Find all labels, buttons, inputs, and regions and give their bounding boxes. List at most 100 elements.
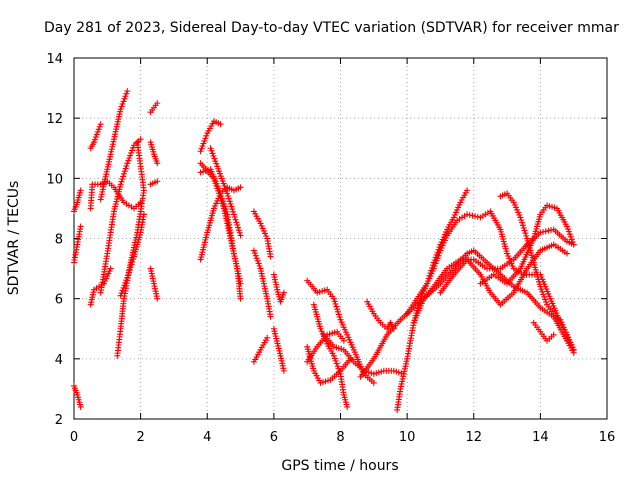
data-point xyxy=(97,121,104,128)
data-point xyxy=(198,145,205,152)
data-point xyxy=(125,271,132,278)
data-point xyxy=(548,227,555,234)
y-tick-label: 12 xyxy=(46,112,63,127)
data-point xyxy=(570,241,577,248)
data-point xyxy=(335,308,342,315)
data-point xyxy=(230,208,237,215)
data-point xyxy=(539,288,546,295)
data-point xyxy=(236,229,243,236)
x-tick-label: 16 xyxy=(599,430,616,445)
data-point xyxy=(340,337,347,344)
data-point xyxy=(335,311,342,318)
data-point xyxy=(335,365,342,372)
data-point xyxy=(140,211,147,218)
data-point xyxy=(564,223,571,230)
data-point xyxy=(121,95,128,102)
data-point xyxy=(235,224,242,231)
y-tick-label: 10 xyxy=(46,172,63,187)
data-point xyxy=(77,223,84,230)
y-tick-label: 14 xyxy=(46,52,63,67)
data-point xyxy=(255,260,262,267)
series-arc23 xyxy=(270,325,287,374)
data-point xyxy=(543,299,550,306)
series-arc13 xyxy=(147,178,161,188)
data-point xyxy=(334,363,341,370)
data-point xyxy=(280,289,287,296)
data-point xyxy=(200,140,207,147)
data-point xyxy=(280,367,287,374)
data-point xyxy=(117,181,124,188)
series-arc02 xyxy=(71,223,84,266)
data-point xyxy=(154,100,161,107)
data-point xyxy=(542,228,549,235)
data-point xyxy=(107,265,114,272)
series-arc06 xyxy=(87,121,104,152)
data-point xyxy=(225,195,232,202)
data-point xyxy=(253,255,260,262)
data-point xyxy=(127,152,134,159)
x-tick-label: 4 xyxy=(203,430,211,445)
data-point xyxy=(120,170,127,177)
data-point xyxy=(540,228,547,235)
data-point xyxy=(130,256,137,263)
data-point xyxy=(201,137,208,144)
data-point xyxy=(331,355,338,362)
series-arc18 xyxy=(197,160,244,302)
data-point xyxy=(93,131,100,138)
chart-title: Day 281 of 2023, Sidereal Day-to-day VTE… xyxy=(44,20,619,36)
data-point xyxy=(237,232,244,239)
series-arc31 xyxy=(357,247,577,380)
data-point xyxy=(224,190,231,197)
data-point xyxy=(550,331,557,338)
data-point xyxy=(569,238,576,245)
series-arc12 xyxy=(147,139,161,167)
data-point xyxy=(230,211,237,218)
data-point xyxy=(226,198,233,205)
data-point xyxy=(521,227,528,234)
data-point xyxy=(332,300,339,307)
series-arc15 xyxy=(197,184,244,263)
data-point xyxy=(212,158,219,165)
data-point xyxy=(120,173,127,180)
data-point xyxy=(370,379,377,386)
x-tick-label: 14 xyxy=(532,430,549,445)
data-point xyxy=(518,217,525,224)
data-point xyxy=(125,269,132,276)
data-point xyxy=(229,206,236,213)
x-tick-label: 0 xyxy=(70,430,78,445)
data-point xyxy=(433,257,440,264)
data-point xyxy=(94,128,101,135)
data-point xyxy=(203,132,210,139)
data-point xyxy=(538,286,545,293)
data-point xyxy=(519,219,526,226)
data-point xyxy=(225,193,232,200)
data-point xyxy=(233,219,240,226)
data-point xyxy=(134,139,141,146)
data-point xyxy=(126,155,133,162)
data-point xyxy=(197,148,204,155)
data-point xyxy=(565,228,572,235)
data-point xyxy=(267,253,274,260)
data-point xyxy=(330,352,337,359)
data-point xyxy=(237,184,244,191)
data-point xyxy=(119,287,126,294)
series-arc38 xyxy=(530,319,557,344)
data-point xyxy=(199,143,206,150)
series-arc01 xyxy=(71,382,84,410)
data-point xyxy=(252,252,259,259)
data-point xyxy=(436,250,443,257)
data-point xyxy=(250,247,257,254)
data-point xyxy=(124,88,131,95)
data-point xyxy=(251,250,258,257)
series-arc07 xyxy=(97,88,131,203)
data-point xyxy=(520,224,527,231)
series-arc09 xyxy=(114,139,147,359)
data-point xyxy=(430,265,437,272)
y-tick-label: 4 xyxy=(55,353,63,368)
series-arc08 xyxy=(97,136,144,296)
series-arc35 xyxy=(437,241,571,308)
data-point xyxy=(208,147,215,154)
data-point xyxy=(432,260,439,267)
data-point xyxy=(333,360,340,367)
